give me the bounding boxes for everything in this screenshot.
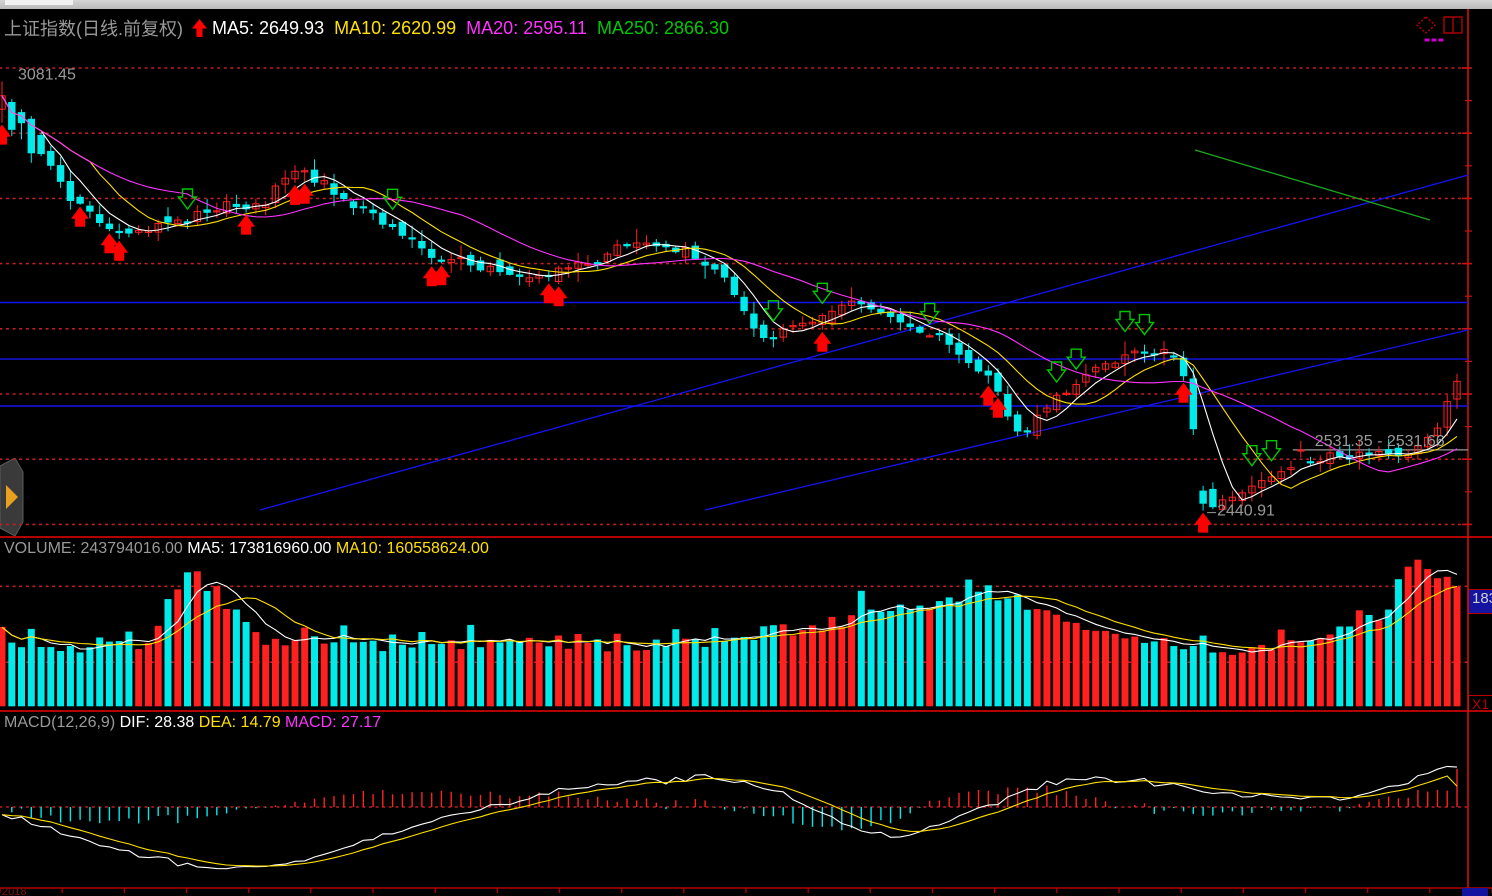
svg-text:2440.91: 2440.91	[1217, 503, 1275, 520]
svg-text:3081.45: 3081.45	[18, 66, 76, 83]
svg-text:2531.35 - 2531.66: 2531.35 - 2531.66	[1315, 433, 1445, 450]
svg-text:2018: 2018	[2, 886, 26, 896]
